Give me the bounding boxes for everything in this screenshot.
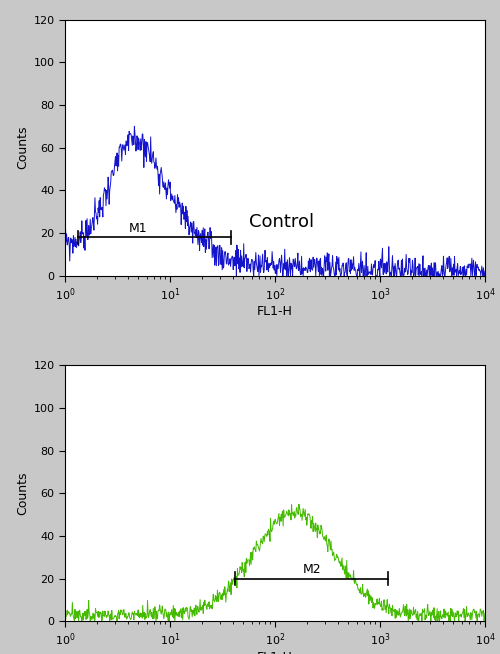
Text: M2: M2 bbox=[302, 564, 321, 576]
Y-axis label: Counts: Counts bbox=[16, 126, 30, 169]
X-axis label: FL1-H: FL1-H bbox=[257, 651, 293, 654]
Text: M1: M1 bbox=[129, 222, 148, 235]
X-axis label: FL1-H: FL1-H bbox=[257, 305, 293, 318]
Text: Control: Control bbox=[249, 213, 314, 231]
Y-axis label: Counts: Counts bbox=[16, 472, 30, 515]
